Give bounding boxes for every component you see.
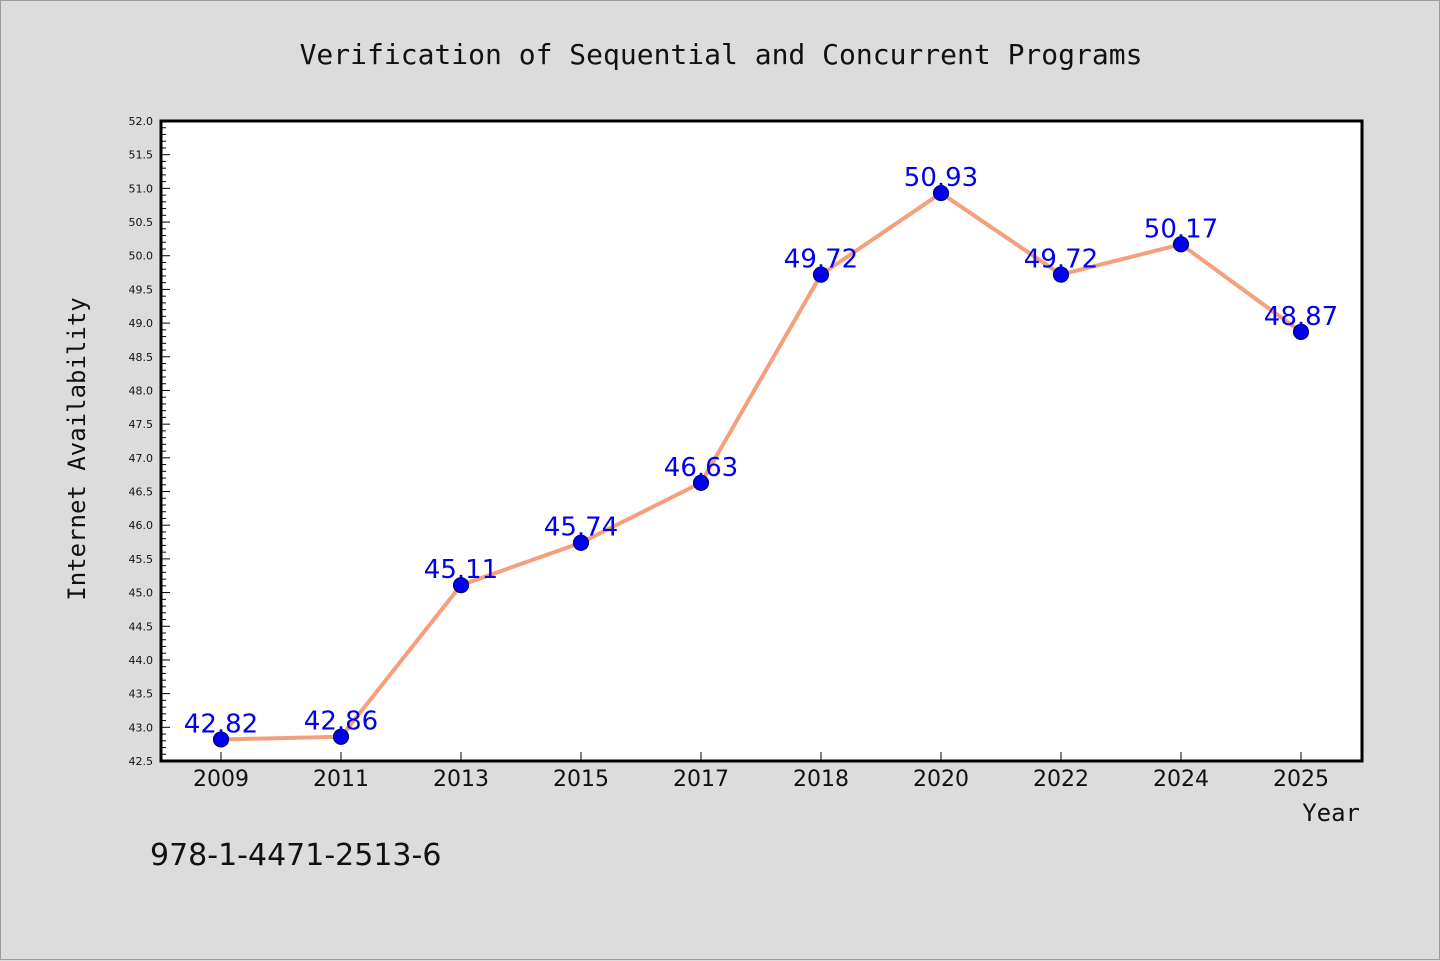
data-label: 46.63	[664, 453, 738, 483]
x-tick-label: 2022	[1033, 767, 1089, 792]
x-axis: 2009 2011 2013 2015 2017 2018 2020 2022 2024 2025	[193, 752, 1329, 792]
y-tick-label: 48.0	[129, 384, 154, 397]
y-tick-label: 50.0	[129, 250, 154, 263]
y-tick-label: 46.5	[129, 486, 154, 499]
data-point	[692, 474, 710, 491]
x-tick-label: 2025	[1273, 767, 1329, 792]
data-label: 45.74	[544, 513, 618, 543]
y-axis: 42.5 43.0 43.5 44.0 44.5 45.0 45.5 46.0 46.5 47.0…	[129, 115, 170, 768]
data-point	[1172, 236, 1190, 253]
y-tick-label: 43.0	[129, 721, 154, 734]
x-tick-label: 2009	[193, 767, 249, 792]
x-tick-label: 2015	[553, 767, 609, 792]
y-axis-title: Internet Availability	[63, 297, 91, 600]
data-label: 42.82	[184, 709, 258, 739]
y-tick-label: 47.0	[129, 452, 154, 465]
x-tick-label: 2013	[433, 767, 489, 792]
chart-title: Verification of Sequential and Concurren…	[300, 38, 1143, 71]
data-point	[932, 184, 950, 202]
x-tick-label: 2011	[313, 767, 369, 792]
plot-area	[159, 119, 1364, 763]
x-tick-label: 2020	[913, 767, 969, 792]
isbn-footer: 978-1-4471-2513-6	[150, 838, 441, 873]
y-tick-label: 45.5	[129, 553, 154, 566]
series-line	[220, 191, 1303, 742]
x-tick-label: 2024	[1153, 767, 1209, 792]
y-tick-label: 51.5	[129, 149, 154, 162]
data-label: 45.11	[424, 555, 498, 585]
data-label: 50.17	[1144, 214, 1218, 244]
y-tick-label: 44.5	[129, 620, 154, 633]
y-tick-label: 52.0	[129, 115, 154, 128]
y-tick-label: 46.0	[129, 519, 154, 532]
data-label: 48.87	[1264, 302, 1338, 332]
data-label: 49.72	[784, 245, 858, 275]
data-point	[212, 731, 230, 748]
y-tick-label: 43.5	[129, 688, 154, 701]
y-tick-label: 49.5	[129, 283, 154, 296]
data-label: 49.72	[1024, 245, 1098, 275]
y-tick-label: 47.5	[129, 418, 154, 431]
y-tick-label: 51.0	[129, 182, 154, 195]
y-tick-label: 44.0	[129, 654, 154, 667]
data-labels: 42.82 42.86 45.11 45.74 46.63 49.72 50.93 49.72…	[184, 163, 1338, 739]
data-point	[1052, 266, 1070, 283]
data-points	[212, 184, 1310, 748]
data-label: 50.93	[904, 163, 978, 193]
data-point	[1292, 323, 1310, 340]
x-tick-label: 2018	[793, 767, 849, 792]
y-tick-label: 50.5	[129, 216, 154, 229]
y-tick-label: 45.0	[129, 587, 154, 600]
x-axis-title: Year	[1302, 799, 1360, 827]
data-point	[572, 534, 590, 551]
y-tick-label: 42.5	[129, 755, 154, 768]
x-tick-label: 2017	[673, 767, 729, 792]
data-label: 42.86	[304, 707, 378, 737]
data-point	[452, 577, 470, 594]
data-point	[332, 728, 350, 745]
y-tick-label: 48.5	[129, 351, 154, 364]
y-tick-label: 49.0	[129, 317, 154, 330]
data-point	[812, 266, 830, 283]
